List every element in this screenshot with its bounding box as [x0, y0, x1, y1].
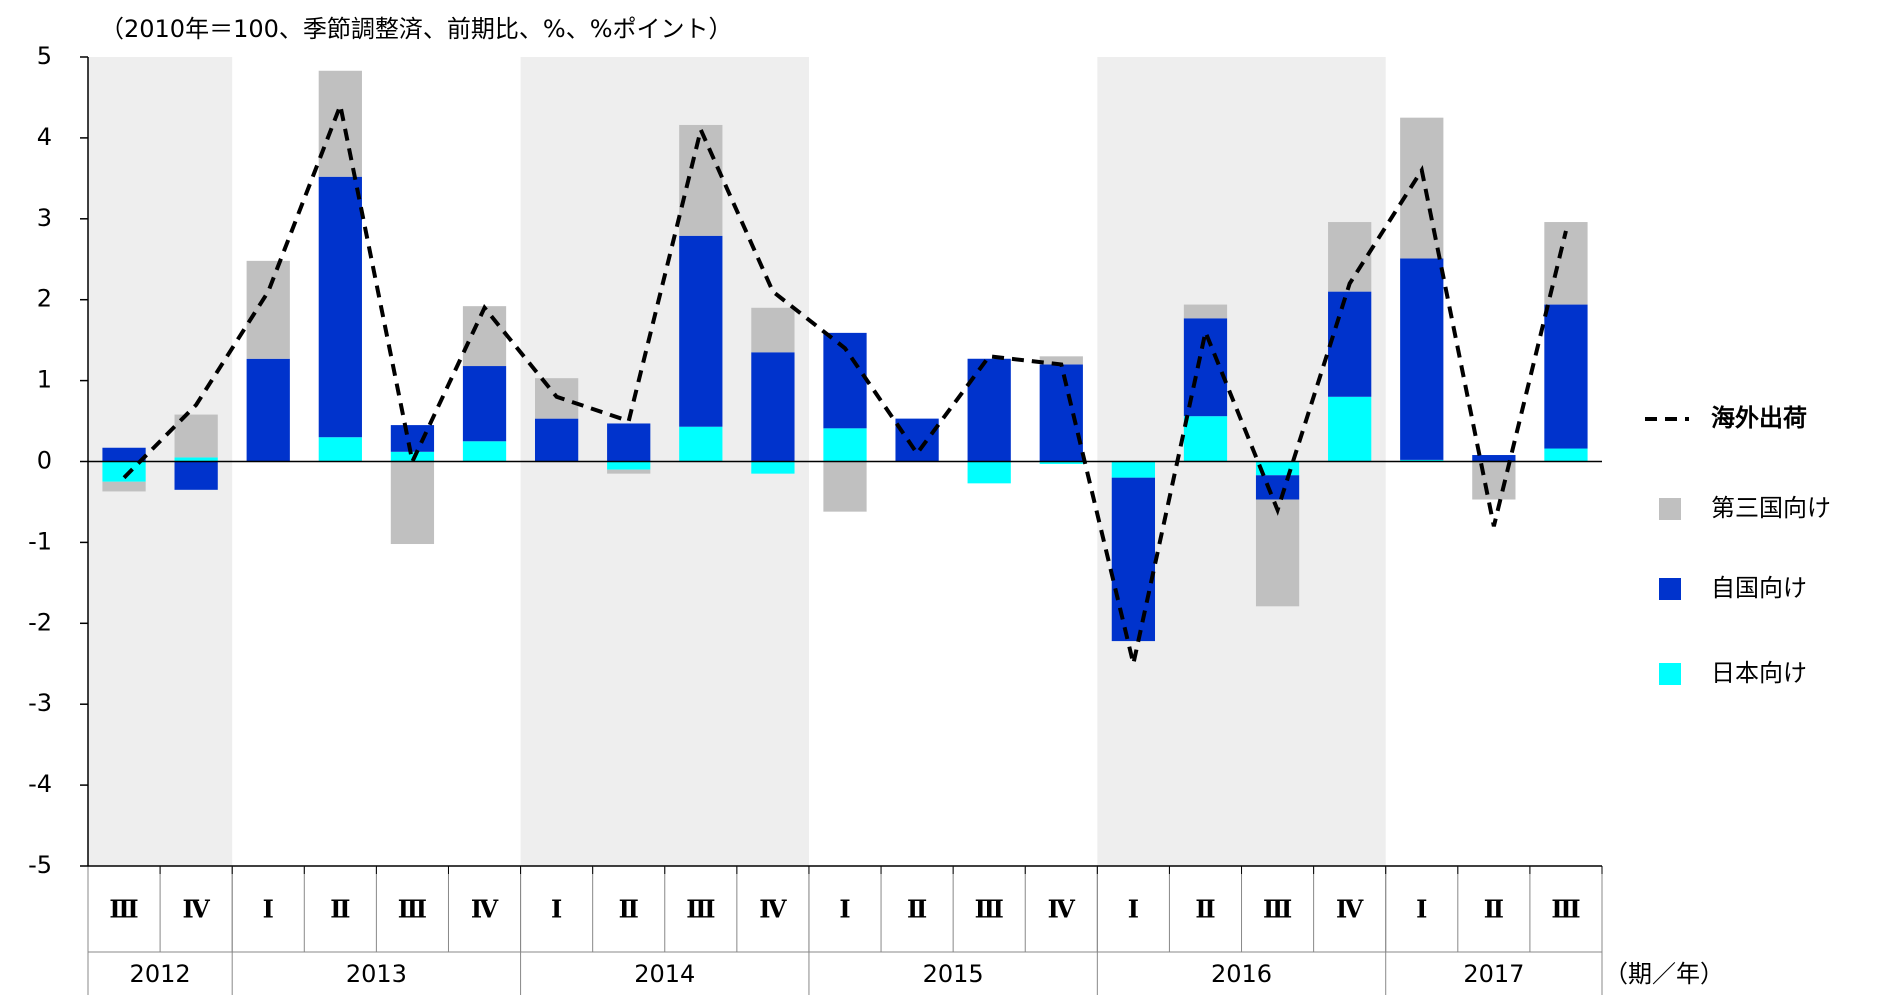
line-series — [122, 98, 1568, 665]
chart-subtitle: （2010年＝100、季節調整済、前期比、%、%ポイント） — [100, 15, 733, 43]
year-label: 2014 — [634, 960, 695, 988]
bar — [462, 366, 507, 442]
bar — [967, 358, 1011, 462]
x-tick-label: Ⅳ — [1336, 895, 1364, 924]
bar — [1255, 499, 1300, 607]
bar — [751, 461, 795, 474]
bar — [895, 418, 939, 462]
bar — [1328, 396, 1372, 462]
bar — [1039, 461, 1083, 464]
x-tick-label: Ⅱ — [330, 895, 350, 924]
x-tick-label: Ⅰ — [263, 895, 274, 924]
axes-layer — [80, 56, 1603, 995]
bar — [462, 306, 507, 367]
legend-label: 日本向け — [1711, 659, 1807, 687]
bar — [246, 260, 290, 359]
y-tick-label: -5 — [28, 851, 52, 879]
y-tick-label: -4 — [28, 770, 52, 798]
x-tick-label: Ⅲ — [398, 895, 427, 924]
bar — [751, 307, 795, 353]
y-tick-label: -1 — [28, 527, 52, 555]
bar — [318, 176, 362, 438]
year-label: 2015 — [923, 960, 984, 988]
bar — [102, 461, 146, 482]
year-label: 2013 — [346, 960, 407, 988]
x-tick-label: Ⅰ — [1416, 895, 1427, 924]
bar — [1039, 356, 1083, 365]
x-tick-label: Ⅰ — [839, 895, 850, 924]
year-label: 2012 — [130, 960, 191, 988]
bar — [318, 437, 362, 462]
legend-swatch — [1659, 498, 1681, 520]
bar — [679, 124, 723, 236]
bar — [1400, 258, 1444, 460]
y-tick-label: 4 — [37, 123, 52, 151]
x-tick-label: Ⅱ — [1484, 895, 1504, 924]
bar — [679, 426, 723, 462]
bar — [1183, 304, 1228, 319]
bar — [1183, 416, 1228, 462]
x-tick-label: Ⅳ — [471, 895, 499, 924]
x-tick-label: Ⅳ — [1048, 895, 1076, 924]
bar — [1400, 459, 1444, 462]
x-tick-label: Ⅲ — [975, 895, 1004, 924]
bar — [102, 481, 146, 492]
bar — [607, 423, 651, 462]
x-tick-label: Ⅲ — [109, 895, 138, 924]
bar — [1039, 364, 1083, 462]
y-tick-label: 2 — [37, 285, 52, 313]
bar — [823, 428, 867, 462]
x-tick-label: Ⅲ — [1263, 895, 1292, 924]
bar — [679, 235, 723, 427]
bar — [967, 461, 1011, 484]
x-tick-label: Ⅳ — [759, 895, 787, 924]
year-label: 2016 — [1211, 960, 1272, 988]
legend-label: 自国向け — [1711, 574, 1807, 602]
legend-swatch — [1659, 663, 1681, 685]
x-tick-label: Ⅳ — [183, 895, 211, 924]
labels-layer: 2012 2013 2014 2015 2016 2017 -5 -4 -3 -2 -1 0 1 2 3 4 5… — [28, 42, 1831, 988]
legend-swatch — [1659, 578, 1681, 600]
x-tick-label: Ⅰ — [551, 895, 562, 924]
x-tick-label: Ⅱ — [907, 895, 927, 924]
bar — [1111, 461, 1156, 478]
x-tick-label: Ⅱ — [619, 895, 639, 924]
line-layer — [122, 98, 1568, 665]
bar — [390, 451, 435, 462]
x-tick-label: Ⅲ — [1551, 895, 1580, 924]
bar — [607, 469, 651, 474]
bar — [1111, 477, 1156, 642]
bar — [1544, 448, 1588, 462]
x-tick-label: Ⅱ — [1195, 895, 1215, 924]
bar — [318, 70, 362, 177]
bar — [1472, 455, 1516, 462]
bar — [390, 425, 435, 452]
bar — [462, 441, 507, 462]
y-tick-label: 5 — [37, 42, 52, 70]
x-tick-label: Ⅰ — [1128, 895, 1139, 924]
y-tick-label: -3 — [28, 689, 52, 717]
bar — [1544, 304, 1588, 449]
bar — [1328, 291, 1372, 397]
bar — [174, 457, 218, 462]
year-label: 2017 — [1463, 960, 1524, 988]
bar — [174, 461, 218, 490]
bar — [534, 418, 579, 462]
legend-label: 第三国向け — [1711, 494, 1831, 522]
bar — [102, 447, 146, 462]
bar — [823, 461, 867, 512]
x-tick-label: Ⅲ — [686, 895, 715, 924]
bar — [390, 461, 435, 545]
y-tick-label: -2 — [28, 608, 52, 636]
y-tick-label: 1 — [37, 366, 52, 394]
bar — [751, 352, 795, 462]
bar — [246, 358, 290, 462]
legend-label: 海外出荷 — [1711, 404, 1807, 432]
x-unit-label: （期／年） — [1604, 960, 1724, 988]
bar — [1255, 475, 1300, 500]
y-tick-label: 3 — [37, 204, 52, 232]
y-tick-label: 0 — [37, 447, 52, 475]
bar — [607, 461, 651, 470]
